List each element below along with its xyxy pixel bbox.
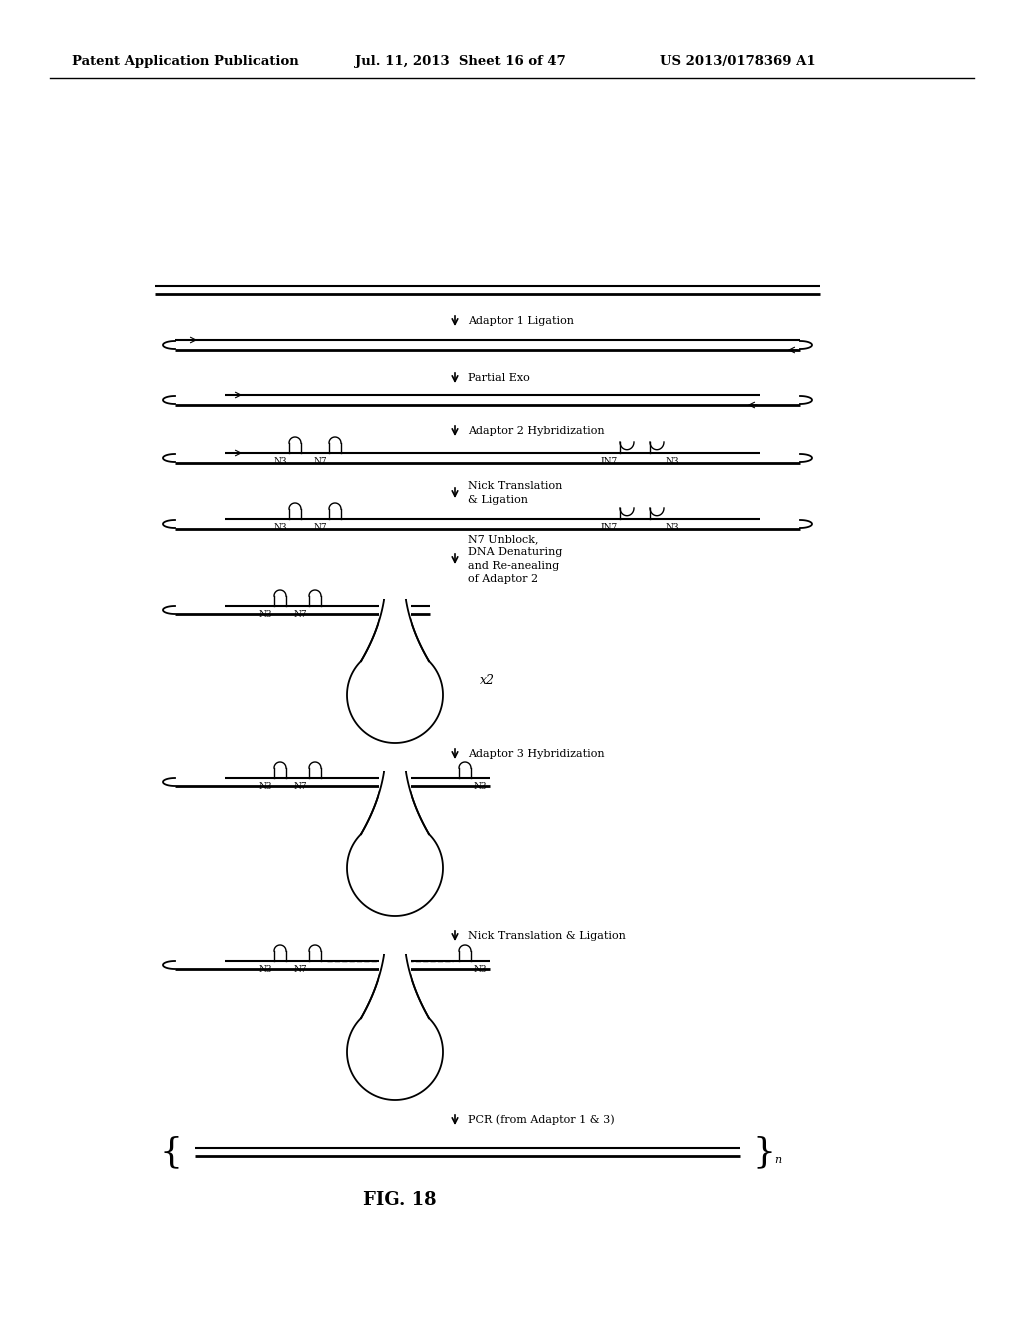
Text: n: n — [774, 1155, 781, 1166]
Text: N3: N3 — [258, 610, 272, 619]
Text: N3: N3 — [258, 781, 272, 791]
Text: Jul. 11, 2013  Sheet 16 of 47: Jul. 11, 2013 Sheet 16 of 47 — [355, 55, 565, 69]
Text: IN7: IN7 — [601, 457, 618, 466]
Text: Adaptor 3 Hybridization: Adaptor 3 Hybridization — [468, 748, 604, 759]
Text: Nick Translation & Ligation: Nick Translation & Ligation — [468, 931, 626, 941]
Text: Partial Exo: Partial Exo — [468, 374, 529, 383]
Text: N3: N3 — [258, 965, 272, 974]
Text: {: { — [159, 1135, 182, 1170]
Text: N7: N7 — [313, 523, 327, 532]
Text: US 2013/0178369 A1: US 2013/0178369 A1 — [660, 55, 816, 69]
Text: IN7: IN7 — [601, 523, 618, 532]
Polygon shape — [379, 954, 411, 1047]
Text: N3: N3 — [666, 523, 680, 532]
Text: N3: N3 — [273, 523, 287, 532]
Text: N7: N7 — [293, 965, 307, 974]
Text: x2: x2 — [480, 673, 495, 686]
Text: Patent Application Publication: Patent Application Publication — [72, 55, 299, 69]
Text: Nick Translation
& Ligation: Nick Translation & Ligation — [468, 482, 562, 504]
Text: N7: N7 — [313, 457, 327, 466]
Text: N7 Unblock,
DNA Denaturing
and Re-anealing
of Adaptor 2: N7 Unblock, DNA Denaturing and Re-aneali… — [468, 535, 562, 583]
Text: N3: N3 — [473, 965, 486, 974]
Text: }: } — [752, 1135, 775, 1170]
Text: N3: N3 — [666, 457, 680, 466]
Text: PCR (from Adaptor 1 & 3): PCR (from Adaptor 1 & 3) — [468, 1114, 614, 1125]
Text: Adaptor 1 Ligation: Adaptor 1 Ligation — [468, 315, 574, 326]
Text: N7: N7 — [293, 781, 307, 791]
Text: FIG. 18: FIG. 18 — [364, 1191, 437, 1209]
Polygon shape — [379, 601, 411, 690]
Text: Adaptor 2 Hybridization: Adaptor 2 Hybridization — [468, 426, 604, 436]
Text: N7: N7 — [293, 610, 307, 619]
Text: N3: N3 — [473, 781, 486, 791]
Text: N3: N3 — [273, 457, 287, 466]
Polygon shape — [379, 772, 411, 863]
